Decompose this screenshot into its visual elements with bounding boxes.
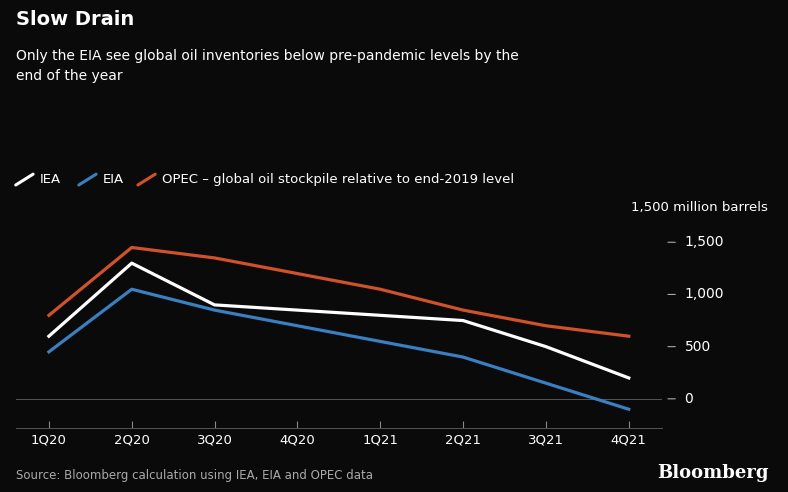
Text: 1,500: 1,500 [685, 235, 724, 249]
Text: 1,000: 1,000 [685, 287, 724, 302]
Text: 1,500 million barrels: 1,500 million barrels [631, 201, 768, 214]
Text: OPEC – global oil stockpile relative to end-2019 level: OPEC – global oil stockpile relative to … [162, 173, 514, 186]
Text: Bloomberg: Bloomberg [657, 464, 768, 482]
Text: Only the EIA see global oil inventories below pre-pandemic levels by the
end of : Only the EIA see global oil inventories … [16, 49, 519, 83]
Text: IEA: IEA [39, 173, 61, 186]
Text: Slow Drain: Slow Drain [16, 10, 134, 29]
Text: Source: Bloomberg calculation using IEA, EIA and OPEC data: Source: Bloomberg calculation using IEA,… [16, 469, 373, 482]
Text: 500: 500 [685, 339, 711, 354]
Text: 0: 0 [685, 392, 693, 406]
Text: EIA: EIA [102, 173, 124, 186]
